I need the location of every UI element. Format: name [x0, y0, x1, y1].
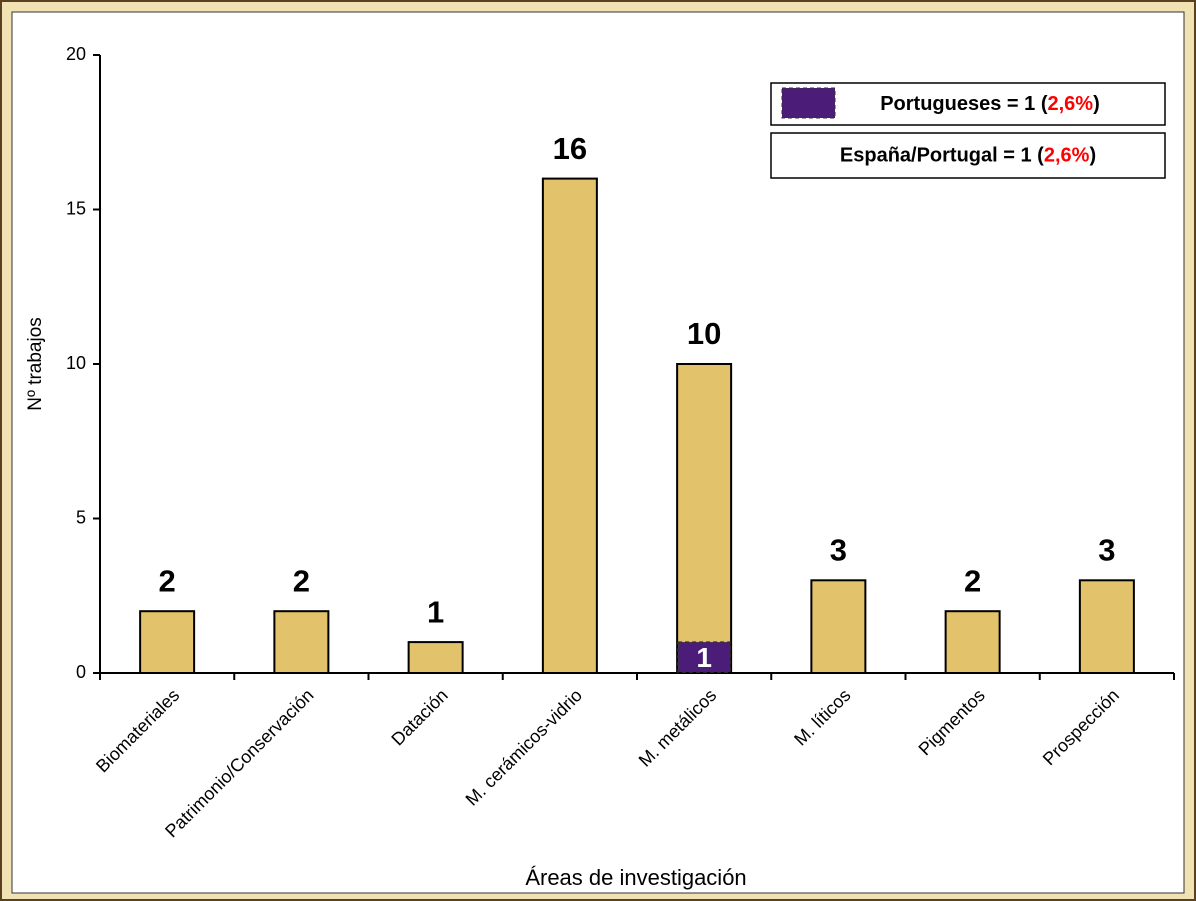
- y-tick-label: 15: [66, 198, 86, 218]
- legend-text: España/Portugal = 1 (2,6%): [840, 145, 1096, 167]
- bar: [944, 610, 1001, 675]
- legend-text-part: 2,6%: [1048, 93, 1094, 115]
- legend-swatch: [781, 87, 836, 119]
- y-tick-label: 5: [76, 507, 86, 527]
- bar: [1078, 579, 1135, 674]
- bar: [541, 177, 598, 674]
- bar: [273, 610, 330, 675]
- legend-box: [770, 132, 1166, 179]
- bar: [810, 579, 867, 674]
- overlay-bar: [677, 641, 731, 673]
- data-label: 3: [1098, 532, 1115, 567]
- y-tick-label: 0: [76, 662, 86, 682]
- legend-text-part: ): [1093, 93, 1100, 115]
- data-label: 2: [293, 563, 310, 598]
- data-label: 2: [159, 563, 176, 598]
- bar: [676, 363, 733, 674]
- legend-text-part: España/Portugal = 1 (: [840, 145, 1044, 167]
- legend-text-part: 2,6%: [1044, 145, 1090, 167]
- legend-text-part: ): [1089, 145, 1096, 167]
- legend-text: Portugueses = 1 (2,6%): [880, 93, 1100, 115]
- y-tick-label: 10: [66, 353, 86, 373]
- data-label: 2: [964, 563, 981, 598]
- data-label: 10: [687, 316, 721, 351]
- x-axis-label: Áreas de investigación: [525, 865, 746, 890]
- data-label: 16: [553, 131, 587, 166]
- bar: [407, 641, 464, 674]
- y-tick-label: 20: [66, 44, 86, 64]
- data-label: 1: [427, 594, 444, 629]
- data-label: 3: [830, 532, 847, 567]
- overlay-label: 1: [696, 642, 712, 673]
- y-axis-label: Nº trabajos: [25, 317, 46, 411]
- bar: [139, 610, 196, 675]
- legend-text-part: Portugueses = 1 (: [880, 93, 1048, 115]
- legend-box: [770, 82, 1166, 126]
